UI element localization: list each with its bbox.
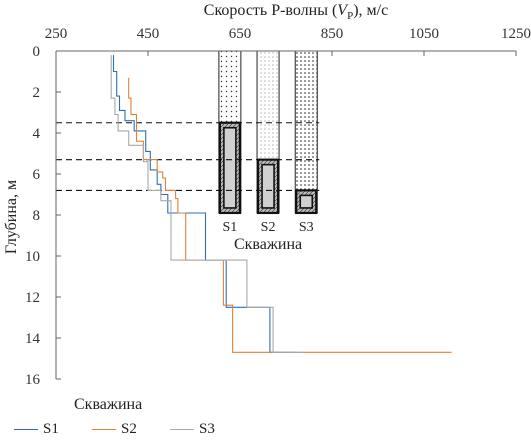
x-tick-label: 850 (321, 26, 344, 42)
legend-label-s2: S2 (121, 421, 137, 437)
y-tick-label: 16 (25, 372, 41, 388)
y-tick-label: 12 (25, 290, 40, 306)
x-axis-title: Скорость P-волны (VP), м/с (204, 2, 388, 22)
y-tick-label: 8 (33, 208, 41, 224)
well-column-s3 (294, 50, 318, 214)
legend-title: Скважина (74, 396, 143, 413)
series-line-s2 (128, 77, 452, 353)
y-tick-label: 14 (25, 331, 41, 347)
legend-item-s2: S2 (92, 421, 137, 438)
legend-label-s1: S1 (43, 421, 59, 437)
well-casing (223, 126, 237, 209)
x-tick-label: 650 (229, 26, 252, 42)
well-casing (299, 194, 314, 209)
y-tick-label: 2 (33, 85, 41, 101)
y-tick-label: 10 (25, 249, 40, 265)
x-tick-label: 450 (137, 26, 160, 42)
x-tick-label: 1250 (501, 26, 531, 42)
y-tick-label: 0 (33, 44, 41, 60)
x-tick-label: 250 (45, 26, 68, 42)
legend-swatch-s1 (14, 429, 38, 430)
series-line-s3 (110, 55, 305, 353)
well-label-s1: S1 (222, 220, 237, 235)
legend-label-s3: S3 (199, 421, 215, 437)
legend-swatch-s2 (92, 429, 116, 430)
wells-axis-label: Скважина (234, 236, 302, 253)
legend-swatch-s3 (170, 429, 194, 430)
x-tick-label: 1050 (409, 26, 439, 42)
legend-item-s3: S3 (170, 421, 215, 438)
y-tick-label: 6 (33, 167, 41, 183)
y-axis-title: Глубина, м (3, 180, 20, 254)
well-casing (261, 163, 275, 209)
well-label-s3: S3 (299, 220, 314, 235)
y-tick-label: 4 (33, 126, 41, 142)
legend-item-s1: S1 (14, 421, 59, 438)
well-label-s2: S2 (261, 220, 276, 235)
legend: Скважина S1 S2 S3 (14, 396, 274, 438)
